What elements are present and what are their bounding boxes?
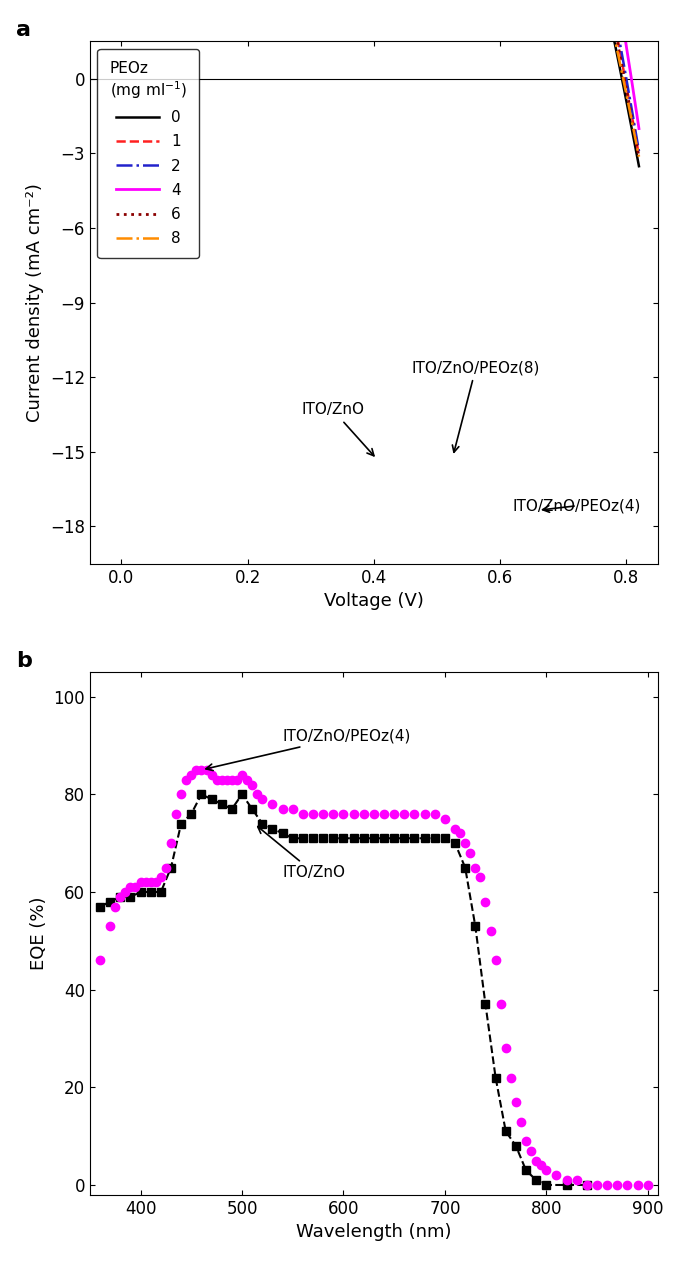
Text: ITO/ZnO/PEOz(8): ITO/ZnO/PEOz(8): [412, 360, 540, 452]
Legend: 0, 1, 2, 4, 6, 8: 0, 1, 2, 4, 6, 8: [97, 49, 199, 259]
Text: ITO/ZnO: ITO/ZnO: [301, 403, 374, 456]
Text: b: b: [16, 651, 32, 671]
Y-axis label: Current density (mA cm⁻²): Current density (mA cm⁻²): [26, 183, 45, 422]
Text: a: a: [16, 20, 31, 40]
Text: ITO/ZnO: ITO/ZnO: [258, 827, 345, 881]
X-axis label: Voltage (V): Voltage (V): [324, 592, 424, 610]
X-axis label: Wavelength (nm): Wavelength (nm): [296, 1223, 451, 1241]
Text: ITO/ZnO/PEOz(4): ITO/ZnO/PEOz(4): [206, 728, 411, 771]
Text: ITO/ZnO/PEOz(4): ITO/ZnO/PEOz(4): [513, 498, 641, 514]
Y-axis label: EQE (%): EQE (%): [30, 897, 48, 970]
